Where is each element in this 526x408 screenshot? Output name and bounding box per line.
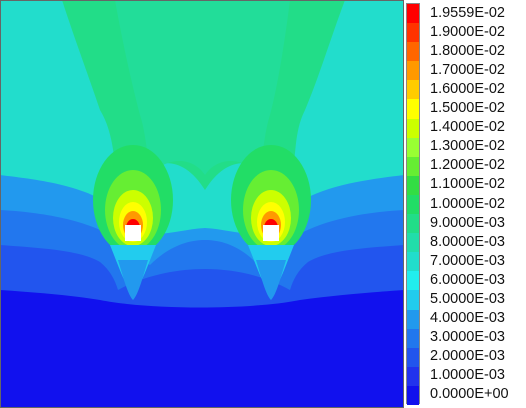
legend-label: 1.2000E-02 [430,157,505,174]
color-legend: 1.9559E-02 1.9000E-02 1.8000E-02 1.7000E-02… [404,0,526,408]
color-bar [406,3,420,406]
legend-label: 3.0000E-03 [430,329,505,346]
legend-swatch [407,118,419,139]
legend-label: 6.0000E-03 [430,271,505,288]
heat-source-left [125,225,141,241]
contour-band-green-inner [115,0,290,175]
legend-label: 4.0000E-03 [430,310,505,327]
legend-swatch [407,309,419,330]
legend-label: 9.0000E-03 [430,214,505,231]
heat-source-right [263,225,279,241]
legend-label: 1.9559E-02 [430,4,505,21]
legend-label: 1.6000E-02 [430,80,505,97]
legend-swatch [407,175,419,196]
legend-label: 1.5000E-02 [430,100,505,117]
legend-swatch [407,328,419,349]
contour-plot [0,0,404,408]
legend-swatch [407,271,419,291]
legend-swatch [407,61,419,81]
legend-swatch [407,290,419,311]
legend-label: 0.0000E+00 [430,386,509,403]
legend-label: 1.7000E-02 [430,61,505,78]
hotspot-right [231,145,311,300]
legend-swatch [407,366,419,387]
legend-label: 1.3000E-02 [430,138,505,155]
legend-swatch [407,80,419,100]
legend-swatch [407,137,419,158]
legend-swatch [407,385,419,406]
hotspot-left [93,145,173,300]
legend-label: 1.1000E-02 [430,176,505,193]
legend-swatch [407,194,419,215]
legend-swatch [407,4,419,24]
legend-swatch [407,233,419,253]
legend-label: 1.0000E-03 [430,367,505,384]
legend-swatch [407,347,419,368]
legend-swatch [407,99,419,120]
legend-label: 7.0000E-03 [430,252,505,269]
legend-label: 1.0000E-02 [430,195,505,212]
legend-swatch [407,156,419,177]
legend-label: 1.8000E-02 [430,42,505,59]
legend-label: 5.0000E-03 [430,290,505,307]
legend-label: 2.0000E-03 [430,348,505,365]
legend-label: 8.0000E-03 [430,233,505,250]
legend-swatch [407,42,419,62]
legend-swatch [407,23,419,43]
contour-band-blue-deep [0,290,404,408]
legend-swatch [407,252,419,272]
legend-label: 1.9000E-02 [430,23,505,40]
legend-swatch [407,214,419,234]
legend-label: 1.4000E-02 [430,119,505,136]
